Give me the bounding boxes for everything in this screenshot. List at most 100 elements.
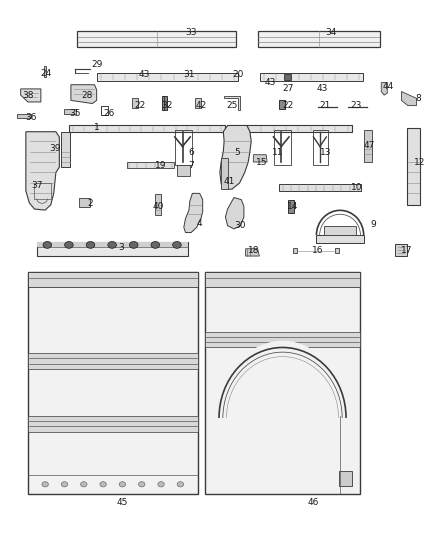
Text: 43: 43 [316,84,328,93]
Text: 28: 28 [81,91,93,100]
Bar [97,73,238,80]
Bar [69,125,226,132]
Bar [36,243,187,256]
Ellipse shape [151,241,159,248]
Polygon shape [401,92,417,106]
Bar [288,200,294,213]
Text: 27: 27 [282,84,293,93]
Text: 47: 47 [364,141,375,150]
Polygon shape [26,132,59,210]
Text: 12: 12 [414,158,426,166]
Polygon shape [21,89,41,102]
Ellipse shape [119,482,126,487]
Text: 8: 8 [416,94,421,103]
Wedge shape [219,341,346,418]
Bar [17,114,31,118]
Text: 6: 6 [188,148,194,157]
Bar [36,243,187,247]
Bar [44,66,46,77]
Text: 17: 17 [401,246,413,255]
Polygon shape [220,125,251,189]
Text: 9: 9 [371,220,376,229]
Text: 25: 25 [226,101,237,110]
Bar [395,244,407,256]
Bar [155,195,161,215]
Ellipse shape [61,482,68,487]
Text: 13: 13 [320,148,331,157]
Bar [28,272,198,494]
Text: 20: 20 [233,70,244,79]
Bar [293,248,297,254]
Ellipse shape [42,482,48,487]
Bar [324,226,357,235]
Text: 46: 46 [308,498,319,507]
Text: 37: 37 [31,181,42,190]
Ellipse shape [130,241,138,248]
Polygon shape [381,83,387,95]
Ellipse shape [177,482,184,487]
Polygon shape [253,155,267,162]
Bar [279,100,285,109]
Ellipse shape [138,482,145,487]
Text: 32: 32 [161,101,172,110]
Text: 24: 24 [41,69,52,78]
Text: 2: 2 [88,199,93,208]
Bar [194,98,201,108]
Bar [132,98,138,108]
Bar [175,130,192,165]
Text: 43: 43 [265,78,276,87]
Bar [335,248,339,254]
Polygon shape [224,96,240,110]
Bar [162,96,167,110]
Bar [34,183,51,199]
Bar [64,109,76,115]
Text: 34: 34 [325,28,336,37]
Text: 18: 18 [247,246,259,255]
Bar [205,332,360,347]
Text: 15: 15 [256,158,268,166]
Bar [313,130,328,165]
Text: 4: 4 [197,219,202,228]
Bar [28,416,198,432]
Bar [258,31,380,47]
Text: 44: 44 [383,82,394,91]
Text: 31: 31 [183,70,195,79]
Text: 35: 35 [70,109,81,118]
Polygon shape [71,85,97,103]
Polygon shape [246,249,259,256]
Text: 45: 45 [117,498,128,507]
Text: 1: 1 [94,123,99,132]
Text: 29: 29 [91,60,102,69]
Bar [339,471,352,486]
Bar [177,165,190,175]
Text: 22: 22 [282,101,293,110]
Bar [28,353,198,369]
Text: 39: 39 [49,144,61,154]
Bar [407,127,420,205]
Text: 40: 40 [152,202,164,211]
Text: 11: 11 [272,148,283,157]
Text: 7: 7 [188,160,194,169]
Text: 14: 14 [287,202,299,211]
Ellipse shape [86,241,95,248]
Text: 10: 10 [350,183,362,191]
Text: 41: 41 [224,177,235,187]
Bar [205,272,360,287]
Bar [284,74,291,79]
Text: 30: 30 [234,221,245,230]
Text: 36: 36 [25,112,37,122]
Text: 26: 26 [103,109,114,118]
Text: 3: 3 [119,243,124,252]
Text: 42: 42 [195,101,207,110]
Bar [273,130,291,165]
Text: 16: 16 [312,246,324,255]
Text: 33: 33 [185,28,197,37]
Bar [205,272,360,494]
Ellipse shape [100,482,106,487]
Bar [28,272,198,287]
Bar [78,31,236,47]
Polygon shape [226,198,244,229]
Text: 23: 23 [351,101,362,110]
Bar [61,132,71,167]
Bar [101,106,108,115]
